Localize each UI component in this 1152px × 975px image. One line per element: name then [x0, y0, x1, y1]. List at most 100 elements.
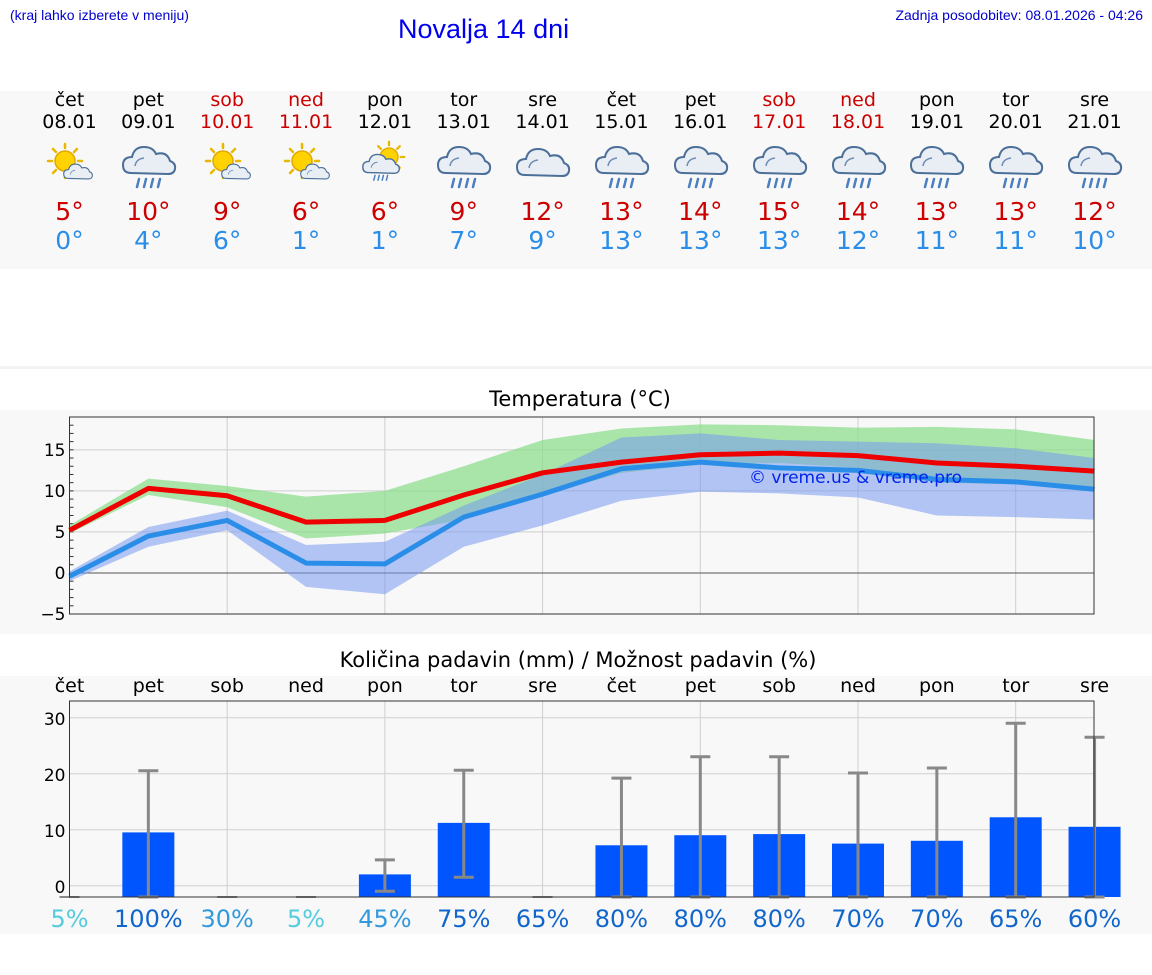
x-tick-label: sre [528, 675, 557, 697]
max-temp: 13° [599, 197, 644, 226]
min-temp: 12° [835, 226, 881, 255]
day-date: 17.01 [751, 111, 807, 133]
day-name: tor [1002, 89, 1030, 111]
day-name: čet [606, 89, 637, 111]
cloud-rain-icon [437, 146, 492, 189]
cloud-rain-icon [910, 146, 965, 189]
y-tick-label: −5 [40, 605, 65, 625]
day-date: 21.01 [1067, 111, 1122, 133]
sun-cloud-icon [46, 142, 93, 180]
max-temp: 6° [291, 197, 321, 226]
day-name: pet [132, 89, 164, 111]
day-name: sre [528, 89, 558, 111]
x-tick-label: čet [55, 675, 85, 697]
cloud-rain-icon [752, 146, 807, 189]
precip-probability: 70% [831, 905, 884, 933]
day-date: 16.01 [673, 111, 728, 133]
day-name: sob [762, 89, 796, 111]
precip-probability: 80% [674, 905, 727, 933]
precip-probability: 65% [516, 905, 569, 933]
max-temp: 14° [678, 197, 723, 226]
min-temp: 9° [528, 226, 557, 255]
min-range-band [69, 433, 1095, 595]
page-title: Novalja 14 dni [398, 14, 570, 44]
precip-probability: 65% [989, 905, 1042, 933]
day-name: pon [918, 89, 955, 111]
day-date: 13.01 [436, 111, 491, 133]
max-temp: 13° [993, 197, 1038, 226]
y-tick-label: 10 [44, 822, 66, 842]
day-date: 12.01 [357, 111, 413, 133]
day-name: sre [1080, 89, 1110, 111]
day-name: sob [210, 89, 244, 111]
plot-frame [69, 700, 1095, 898]
x-tick-label: pon [919, 675, 955, 697]
y-tick-label: 10 [44, 482, 66, 502]
cloud-rain-icon [1068, 146, 1123, 189]
day-date: 11.01 [278, 111, 334, 133]
max-temp: 5° [55, 197, 84, 226]
precip-probability: 30% [201, 905, 254, 933]
divider [0, 366, 1152, 369]
day-name: ned [840, 89, 876, 111]
temperature-chart-title: Temperatura (°C) [489, 387, 671, 411]
sun-cloud-icon [204, 142, 251, 180]
plot-frame [69, 416, 1095, 615]
precip-probability: 5% [287, 905, 325, 933]
min-temp-line [68, 459, 1095, 579]
min-temp: 11° [993, 226, 1038, 255]
header-left-note[interactable]: (kraj lahko izberete v meniju) [10, 7, 189, 23]
temperature-chart: −5 0 5 10 15 © vreme.us & vreme.pro [40, 416, 1095, 625]
day-name: pet [684, 89, 716, 111]
min-temp: 13° [678, 226, 723, 255]
precip-probability: 70% [910, 905, 963, 933]
min-temp: 1° [370, 226, 400, 255]
precip-probability: 80% [752, 905, 805, 933]
day-date: 20.01 [988, 111, 1043, 133]
day-date: 14.01 [515, 111, 570, 133]
y-tick-label: 0 [55, 878, 66, 898]
x-tick-label: ned [840, 675, 876, 697]
day-name: ned [288, 89, 324, 111]
max-temp: 9° [212, 197, 242, 226]
day-date: 10.01 [199, 111, 255, 133]
precip-probability: 80% [595, 905, 648, 933]
y-tick-label: 20 [44, 766, 66, 786]
max-temp: 10° [126, 197, 171, 226]
x-tick-label: ned [288, 675, 324, 697]
x-tick-label: sob [210, 675, 244, 697]
min-temp: 1° [291, 226, 321, 255]
day-name: čet [54, 89, 85, 111]
cloud-icon [516, 148, 571, 177]
precip-probability: 45% [358, 905, 411, 933]
min-temp: 4° [134, 226, 163, 255]
x-tick-label: pet [685, 675, 716, 697]
x-tick-label: sob [762, 675, 796, 697]
max-temp: 15° [756, 197, 802, 226]
max-temp: 12° [520, 197, 565, 226]
precipitation-chart-title: Količina padavin (mm) / Možnost padavin … [339, 648, 817, 672]
sun-cloud-icon [283, 142, 330, 180]
cloud-rain-icon [121, 146, 176, 189]
precip-probability: 5% [50, 905, 88, 933]
cloud-rain-icon [831, 146, 886, 189]
max-temp-line [68, 450, 1095, 533]
day-date: 19.01 [909, 111, 965, 133]
day-name: pon [367, 89, 403, 111]
min-temp: 6° [212, 226, 242, 255]
x-tick-label: pet [133, 675, 164, 697]
y-tick-label: 30 [44, 710, 66, 730]
max-temp: 12° [1072, 197, 1117, 226]
sun-cloud-rain-icon [362, 140, 406, 181]
last-updated: Zadnja posodobitev: 08.01.2026 - 04:26 [895, 7, 1143, 23]
x-tick-label: tor [450, 675, 477, 697]
y-tick-label: 0 [55, 564, 66, 584]
cloud-rain-icon [989, 146, 1044, 189]
min-temp: 7° [449, 226, 478, 255]
cloud-rain-icon [594, 146, 650, 189]
day-date: 08.01 [42, 111, 97, 133]
min-temp: 11° [914, 226, 959, 255]
cloud-rain-icon [673, 146, 728, 189]
min-temp: 13° [599, 226, 644, 255]
day-date: 18.01 [830, 111, 886, 133]
